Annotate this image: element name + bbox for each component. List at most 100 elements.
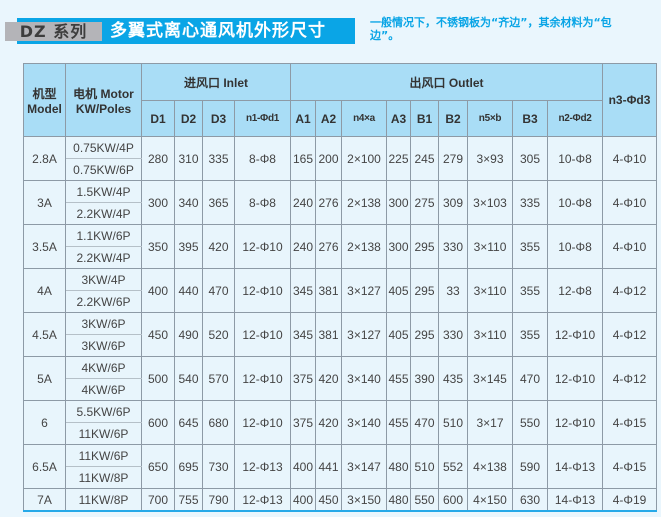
value-cell: 295 bbox=[410, 312, 439, 357]
model-cell: 2.8A bbox=[23, 136, 66, 181]
value-cell: 4-Φ12 bbox=[602, 268, 657, 313]
value-cell: 455 bbox=[386, 400, 411, 445]
value-cell: 375 bbox=[290, 356, 316, 401]
value-cell: 680 bbox=[202, 400, 235, 445]
value-cell: 405 bbox=[386, 268, 411, 313]
value-cell: 12-Φ10 bbox=[234, 356, 291, 401]
table-row: 3A 1.5KW/4P 300 340 365 8-Φ8 240 276 2×138 300 275… bbox=[23, 180, 657, 225]
value-cell: 3×140 bbox=[341, 356, 387, 401]
value-cell: 450 bbox=[315, 488, 342, 512]
header-a2: A2 bbox=[315, 100, 342, 137]
value-cell: 455 bbox=[386, 356, 411, 401]
value-cell: 10-Φ8 bbox=[547, 224, 603, 269]
value-cell: 335 bbox=[202, 136, 235, 181]
value-cell: 4-Φ19 bbox=[602, 488, 657, 512]
value-cell: 365 bbox=[202, 180, 235, 225]
value-cell: 730 bbox=[202, 444, 235, 489]
value-cell: 520 bbox=[202, 312, 235, 357]
motor-cell: 11KW/6P bbox=[65, 444, 142, 467]
value-cell: 3×140 bbox=[341, 400, 387, 445]
header-d2: D2 bbox=[174, 100, 203, 137]
value-cell: 590 bbox=[512, 444, 548, 489]
value-cell: 2×138 bbox=[341, 180, 387, 225]
value-cell: 12-Φ10 bbox=[234, 312, 291, 357]
value-cell: 381 bbox=[315, 312, 342, 357]
value-cell: 600 bbox=[438, 488, 468, 512]
value-cell: 330 bbox=[438, 312, 468, 357]
value-cell: 300 bbox=[386, 180, 411, 225]
value-cell: 570 bbox=[202, 356, 235, 401]
value-cell: 355 bbox=[512, 268, 548, 313]
value-cell: 395 bbox=[174, 224, 203, 269]
motor-cell: 2.2KW/4P bbox=[65, 246, 142, 269]
value-cell: 700 bbox=[141, 488, 175, 512]
value-cell: 165 bbox=[290, 136, 316, 181]
header-d1: D1 bbox=[141, 100, 175, 137]
value-cell: 420 bbox=[202, 224, 235, 269]
value-cell: 405 bbox=[386, 312, 411, 357]
value-cell: 3×17 bbox=[467, 400, 513, 445]
value-cell: 645 bbox=[174, 400, 203, 445]
value-cell: 340 bbox=[174, 180, 203, 225]
model-cell: 6 bbox=[23, 400, 66, 445]
value-cell: 3×110 bbox=[467, 224, 513, 269]
value-cell: 12-Φ10 bbox=[234, 268, 291, 313]
value-cell: 280 bbox=[141, 136, 175, 181]
value-cell: 435 bbox=[438, 356, 468, 401]
motor-cell: 11KW/8P bbox=[65, 466, 142, 489]
motor-cell: 2.2KW/6P bbox=[65, 290, 142, 313]
value-cell: 10-Φ8 bbox=[547, 136, 603, 181]
value-cell: 14-Φ13 bbox=[547, 444, 603, 489]
model-cell: 7A bbox=[23, 488, 66, 512]
motor-cell: 0.75KW/4P bbox=[65, 136, 142, 159]
header-n4a: n4×a bbox=[341, 100, 387, 137]
value-cell: 400 bbox=[290, 444, 316, 489]
value-cell: 200 bbox=[315, 136, 342, 181]
value-cell: 4×150 bbox=[467, 488, 513, 512]
motor-cell: 11KW/6P bbox=[65, 422, 142, 445]
value-cell: 4-Φ12 bbox=[602, 356, 657, 401]
table-row: 4.5A 3KW/6P 450 490 520 12-Φ10 345 381 3×127 405 2… bbox=[23, 312, 657, 357]
header-n1d1: n1-Φd1 bbox=[234, 100, 291, 137]
value-cell: 490 bbox=[174, 312, 203, 357]
header-outlet: 出风口 Outlet bbox=[290, 63, 603, 101]
value-cell: 330 bbox=[438, 224, 468, 269]
value-cell: 12-Φ10 bbox=[547, 400, 603, 445]
model-cell: 4A bbox=[23, 268, 66, 313]
value-cell: 309 bbox=[438, 180, 468, 225]
value-cell: 3×150 bbox=[341, 488, 387, 512]
motor-cell: 1.1KW/6P bbox=[65, 224, 142, 247]
value-cell: 500 bbox=[141, 356, 175, 401]
page-title: 多翼式离心通风机外形尺寸 bbox=[110, 21, 326, 41]
value-cell: 245 bbox=[410, 136, 439, 181]
value-cell: 550 bbox=[512, 400, 548, 445]
value-cell: 8-Φ8 bbox=[234, 180, 291, 225]
motor-cell: 3KW/4P bbox=[65, 268, 142, 291]
value-cell: 4-Φ12 bbox=[602, 312, 657, 357]
header-a3: A3 bbox=[386, 100, 411, 137]
table-row: 7A 11KW/8P 700 755 790 12-Φ13 400 450 3×150 480 55… bbox=[23, 488, 657, 512]
value-cell: 300 bbox=[141, 180, 175, 225]
value-cell: 400 bbox=[141, 268, 175, 313]
value-cell: 650 bbox=[141, 444, 175, 489]
value-cell: 441 bbox=[315, 444, 342, 489]
table-row: 4A 3KW/4P 400 440 470 12-Φ10 345 381 3×127 405 295… bbox=[23, 268, 657, 313]
value-cell: 12-Φ8 bbox=[547, 268, 603, 313]
header-model: 机型 Model bbox=[23, 63, 66, 137]
model-cell: 5A bbox=[23, 356, 66, 401]
header-b1: B1 bbox=[410, 100, 439, 137]
value-cell: 10-Φ8 bbox=[547, 180, 603, 225]
value-cell: 295 bbox=[410, 268, 439, 313]
value-cell: 440 bbox=[174, 268, 203, 313]
header-motor: 电机 Motor KW/Poles bbox=[65, 63, 142, 137]
value-cell: 355 bbox=[512, 312, 548, 357]
value-cell: 480 bbox=[386, 488, 411, 512]
header-d3: D3 bbox=[202, 100, 235, 137]
value-cell: 470 bbox=[202, 268, 235, 313]
header-b2: B2 bbox=[438, 100, 468, 137]
value-cell: 3×127 bbox=[341, 268, 387, 313]
value-cell: 8-Φ8 bbox=[234, 136, 291, 181]
value-cell: 4-Φ10 bbox=[602, 180, 657, 225]
value-cell: 2×138 bbox=[341, 224, 387, 269]
value-cell: 240 bbox=[290, 180, 316, 225]
